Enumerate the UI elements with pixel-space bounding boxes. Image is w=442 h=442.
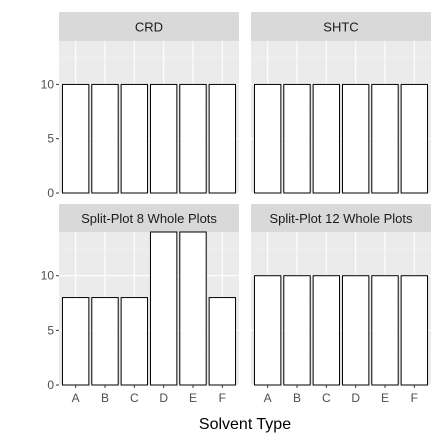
facet-panel: CRD — [59, 12, 239, 194]
bar — [341, 83, 370, 194]
bar — [179, 231, 207, 386]
bar — [253, 275, 282, 386]
bar — [371, 275, 399, 386]
y-tick-label: 5 — [47, 323, 54, 337]
x-tick-label: C — [322, 391, 331, 405]
bar — [61, 83, 90, 194]
bar — [149, 231, 178, 386]
bar — [120, 297, 149, 386]
x-tick-label: D — [159, 391, 168, 405]
facet-title: CRD — [135, 20, 163, 35]
panels-layer: CRD SHTC Split-Plot 8 Whole Plots Split-Plo… — [59, 12, 431, 386]
bar — [149, 83, 178, 194]
bar — [91, 297, 119, 386]
bar — [371, 83, 399, 194]
facet-strip — [59, 12, 239, 41]
bar — [61, 297, 90, 386]
facet-panel: Split-Plot 8 Whole Plots — [59, 204, 239, 386]
bar — [283, 83, 311, 194]
x-tick-label: C — [130, 391, 139, 405]
bar — [208, 83, 237, 194]
facet-strip — [59, 204, 239, 232]
x-tick-label: E — [189, 391, 197, 405]
y-tick-label: 5 — [47, 132, 54, 146]
facet-strip — [251, 12, 431, 41]
x-tick-label: E — [381, 391, 389, 405]
bar — [400, 83, 429, 194]
x-tick-label: B — [293, 391, 301, 405]
x-tick-label: A — [264, 391, 272, 405]
bar — [208, 297, 237, 386]
y-tick-label: 10 — [41, 77, 55, 91]
bar — [120, 83, 149, 194]
facet-panel: SHTC — [251, 12, 431, 194]
x-tick-label: F — [219, 391, 226, 405]
bar — [91, 83, 119, 194]
bar — [312, 275, 341, 386]
x-axis-title: Solvent Type — [199, 416, 291, 433]
facet-title: Split-Plot 8 Whole Plots — [81, 211, 217, 226]
bar — [253, 83, 282, 194]
x-tick-label: B — [101, 391, 109, 405]
y-tick-label: 0 — [47, 186, 54, 200]
y-tick-label: 0 — [47, 378, 54, 392]
facet-panel: Split-Plot 12 Whole Plots — [251, 204, 431, 386]
x-tick-label: A — [72, 391, 80, 405]
y-axes: 0 5 10 0 5 10 — [41, 77, 59, 392]
bar — [341, 275, 370, 386]
bar — [400, 275, 429, 386]
x-tick-label: D — [351, 391, 360, 405]
bar — [312, 83, 341, 194]
bar — [283, 275, 311, 386]
bar — [179, 83, 207, 194]
facet-title: SHTC — [323, 20, 358, 35]
y-tick-label: 10 — [41, 269, 55, 283]
facet-strip — [251, 204, 431, 232]
x-tick-label: F — [411, 391, 418, 405]
facet-title: Split-Plot 12 Whole Plots — [269, 211, 413, 226]
